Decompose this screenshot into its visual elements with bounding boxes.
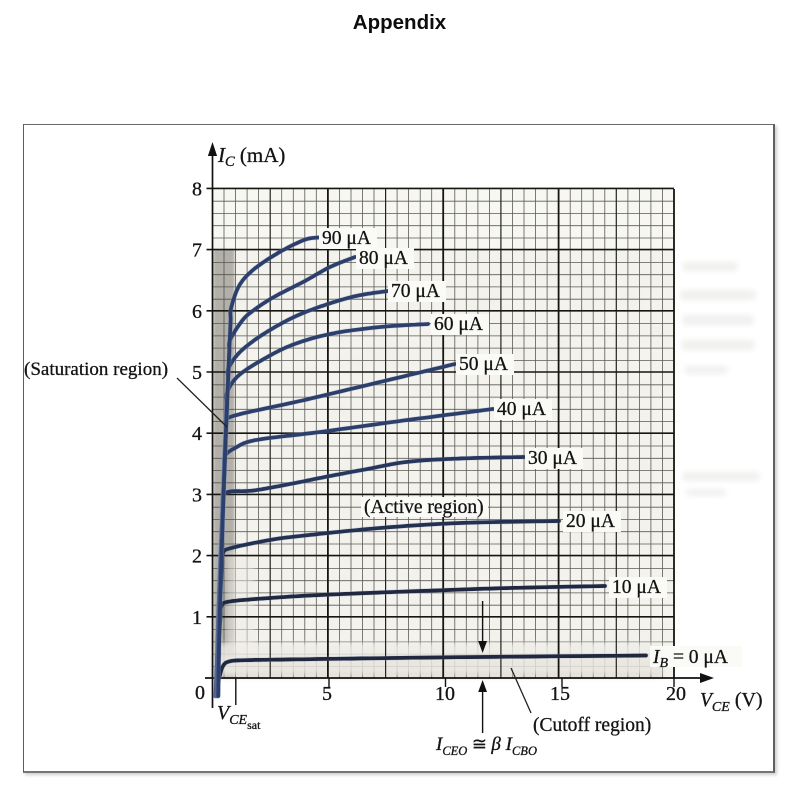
svg-text:4: 4 [192,423,202,445]
svg-text:8: 8 [192,178,202,200]
svg-text:(Saturation region): (Saturation region) [24,359,168,380]
svg-text:IC (mA): IC (mA) [217,143,285,170]
svg-text:0: 0 [195,682,205,704]
svg-text:VCE (V): VCE (V) [700,689,763,715]
svg-text:2: 2 [192,546,202,568]
svg-text:50 μA: 50 μA [459,354,508,375]
svg-text:15: 15 [550,683,570,705]
svg-text:1: 1 [192,607,202,629]
svg-text:5: 5 [192,362,202,384]
svg-text:60 μA: 60 μA [434,314,483,335]
svg-text:ICEO ≅ β ICBO: ICEO ≅ β ICBO [435,734,537,758]
svg-text:(Cutoff region): (Cutoff region) [533,715,651,736]
svg-text:20 μA: 20 μA [566,511,615,532]
svg-text:90 μA: 90 μA [322,228,371,249]
svg-text:VCEsat: VCEsat [217,702,261,732]
svg-text:6: 6 [192,301,202,323]
svg-text:20: 20 [666,683,686,705]
svg-text:(Active region): (Active region) [364,497,484,518]
svg-text:IB = 0 μA: IB = 0 μA [652,647,728,671]
svg-text:10: 10 [435,683,455,705]
svg-text:7: 7 [192,240,202,262]
svg-text:70 μA: 70 μA [391,281,440,302]
svg-text:30 μA: 30 μA [528,448,577,469]
svg-text:5: 5 [322,683,332,705]
svg-text:10 μA: 10 μA [612,577,661,598]
svg-text:3: 3 [192,484,202,506]
svg-text:40 μA: 40 μA [497,399,546,420]
svg-text:80 μA: 80 μA [359,248,408,269]
